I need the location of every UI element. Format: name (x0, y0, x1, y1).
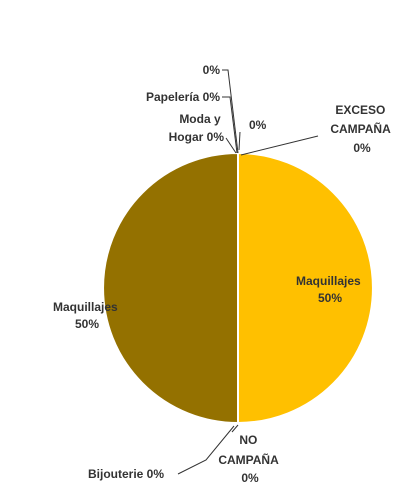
label-left-maquillajes-name: Maquillajes (53, 300, 118, 314)
leader-line-mid-zero (239, 132, 240, 150)
label-no-campana-line2: CAMPAÑA (218, 452, 279, 467)
leader-line-exceso (241, 136, 318, 155)
leader-line-moda-hogar (226, 138, 236, 153)
label-moda-hogar-line1: Moda y (179, 112, 221, 126)
label-exceso-line2: CAMPAÑA (330, 121, 391, 136)
label-no-campana-value: 0% (241, 471, 259, 485)
label-bijouterie: Bijouterie 0% (88, 467, 164, 481)
label-moda-hogar: Moda y Hogar 0% (169, 112, 225, 144)
pie-slices (103, 153, 373, 423)
label-top-zero: 0% (203, 63, 221, 77)
label-papeleria: Papelería 0% (146, 90, 220, 104)
pie-slice-maquillajes-0 (238, 153, 373, 423)
label-right-maquillajes-value: 50% (318, 291, 342, 305)
label-moda-hogar-line2: Hogar 0% (169, 130, 225, 144)
label-left-maquillajes-value: 50% (75, 317, 99, 331)
leader-line-no-campana (232, 425, 238, 432)
label-mid-zero: 0% (249, 118, 267, 132)
label-exceso-campana: EXCESO CAMPAÑA 0% (330, 103, 393, 155)
label-no-campana: NO CAMPAÑA 0% (218, 433, 281, 485)
label-exceso-line1: EXCESO (335, 103, 385, 117)
label-right-maquillajes-name: Maquillajes (296, 274, 361, 288)
label-exceso-value: 0% (353, 141, 371, 155)
label-no-campana-line1: NO (239, 433, 257, 447)
pie-slice-maquillajes-3 (103, 153, 238, 423)
